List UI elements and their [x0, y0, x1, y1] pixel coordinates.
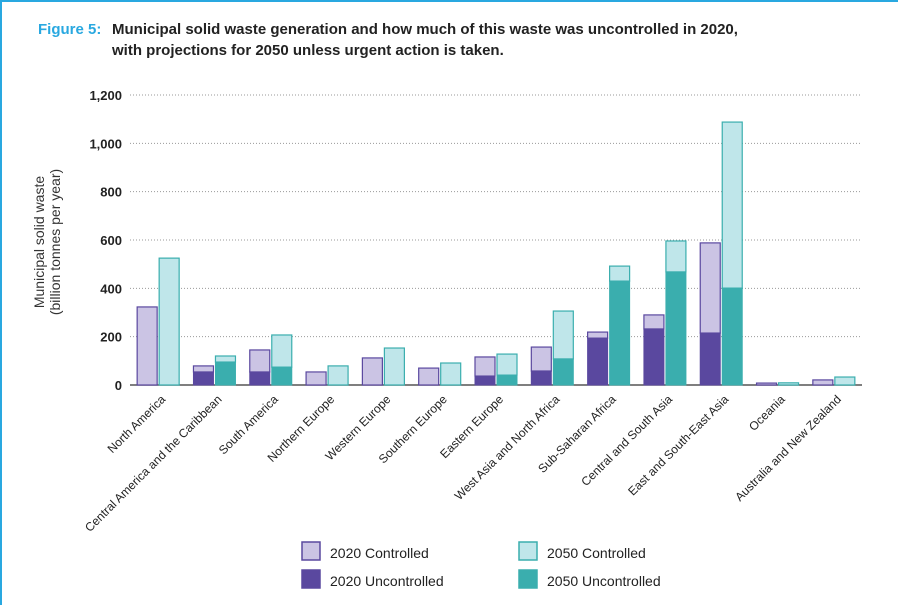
x-tick-label: Central and South Asia — [578, 392, 675, 489]
bar-segment — [361, 357, 383, 386]
bar-segment — [474, 356, 496, 377]
y-tick-label: 600 — [100, 233, 122, 248]
bar-segment — [474, 375, 496, 386]
bar-segment — [496, 353, 518, 376]
bar-segment — [699, 332, 721, 386]
bar-segment — [496, 374, 518, 386]
bar-segment — [665, 240, 687, 273]
y-tick-label: 0 — [115, 378, 122, 393]
bar-segment — [136, 306, 158, 386]
bar-segment — [271, 366, 293, 386]
x-tick-label: Oceania — [746, 392, 788, 434]
y-tick-label: 1,200 — [89, 88, 122, 103]
bar-segment — [327, 365, 349, 386]
x-tick-label: West Asia and North Africa — [452, 392, 563, 503]
bar-segment — [643, 314, 665, 330]
bar-segment — [834, 376, 856, 386]
bar-segment — [587, 337, 609, 386]
bar-segment — [249, 349, 271, 373]
bar-segment — [552, 310, 574, 360]
x-tick-label: East and South-East Asia — [625, 392, 731, 498]
bar-segment — [721, 287, 743, 386]
bar-segment — [192, 371, 214, 386]
bar-segment — [643, 328, 665, 386]
bar-segment — [552, 358, 574, 386]
bar-segment — [609, 280, 631, 386]
bar-segment — [305, 371, 327, 386]
bar-segment — [192, 365, 215, 373]
bar-segment — [755, 382, 778, 386]
legend-label: 2020 Uncontrolled — [330, 573, 444, 589]
y-tick-label: 1,000 — [89, 136, 122, 151]
legend-label: 2050 Controlled — [547, 545, 646, 561]
chart-title: with projections for 2050 unless urgent … — [111, 42, 504, 59]
bar-segment — [665, 271, 687, 386]
bar-segment — [587, 331, 609, 339]
title-prefix: Figure 5: — [38, 21, 101, 38]
bar-segment — [777, 382, 800, 386]
x-tick-label: Australia and New Zealand — [732, 392, 844, 504]
bar-segment — [609, 265, 631, 282]
legend-swatch — [301, 541, 321, 561]
legend-swatch — [518, 569, 538, 589]
bar-segment — [530, 346, 552, 372]
bar-segment — [812, 379, 834, 386]
bar-segment — [214, 361, 236, 386]
y-axis-title: Municipal solid waste — [31, 176, 47, 308]
bar-segment — [158, 257, 180, 386]
x-tick-label: North America — [105, 392, 169, 456]
y-tick-label: 200 — [100, 330, 122, 345]
legend-label: 2050 Uncontrolled — [547, 573, 661, 589]
bar-segment — [271, 334, 293, 368]
bar-segment — [440, 362, 462, 386]
y-tick-label: 400 — [100, 281, 122, 296]
chart-title: Municipal solid waste generation and how… — [112, 21, 738, 38]
bar-segment — [699, 242, 721, 334]
bar-segment — [418, 367, 440, 386]
legend-swatch — [518, 541, 538, 561]
y-tick-label: 800 — [100, 185, 122, 200]
y-axis-title: (billion tonnes per year) — [47, 169, 63, 315]
bar-segment — [530, 370, 552, 386]
legend-label: 2020 Controlled — [330, 545, 429, 561]
bar-segment — [383, 347, 405, 386]
legend-swatch — [301, 569, 321, 589]
bar-segment — [721, 121, 743, 289]
bar-segment — [249, 371, 271, 386]
bar-segment — [214, 355, 237, 363]
